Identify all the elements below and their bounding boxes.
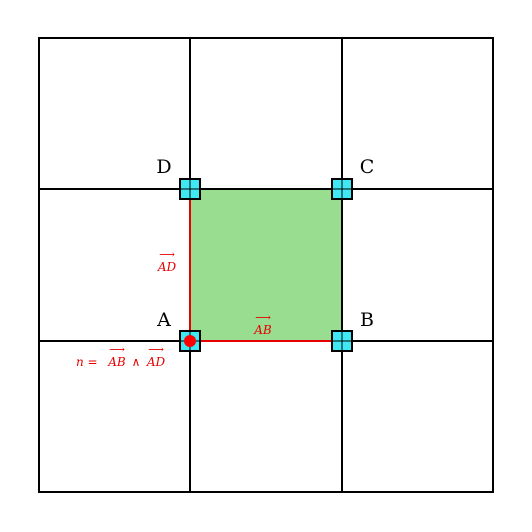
vertex-marker-d	[179, 178, 201, 200]
red-dot-icon	[184, 335, 196, 347]
vertex-label-d: D	[156, 156, 171, 178]
vertex-marker-b	[331, 330, 353, 352]
vector-ad-label-arrow: ⟶	[159, 248, 175, 261]
grid	[38, 37, 494, 493]
vector-ad-label-text: AD	[157, 260, 177, 274]
normal-formula-ad-arrow: ⟶	[148, 343, 164, 356]
vector-ab-label: ⟶ AB	[253, 311, 272, 337]
vector-ab-label-text: AB	[253, 323, 272, 337]
highlighted-cell	[190, 189, 342, 341]
grid-border	[38, 37, 494, 493]
vertex-label-b: B	[360, 309, 374, 331]
normal-formula-prefix: n =	[76, 355, 98, 369]
normal-formula-ab: AB	[107, 355, 126, 369]
vector-ad-label: ⟶ AD	[157, 248, 177, 274]
normal-formula-ad: AD	[146, 355, 166, 369]
vertex-label-c: C	[360, 156, 375, 178]
vector-ab-label-arrow: ⟶	[255, 311, 271, 324]
normal-formula-wedge: ∧	[132, 355, 141, 369]
normal-formula-ab-arrow: ⟶	[109, 343, 125, 356]
vertex-label-a: A	[156, 309, 171, 331]
normal-formula: n = ⟶ AB ∧ ⟶ AD	[76, 343, 166, 369]
vertex-marker-c	[331, 178, 353, 200]
